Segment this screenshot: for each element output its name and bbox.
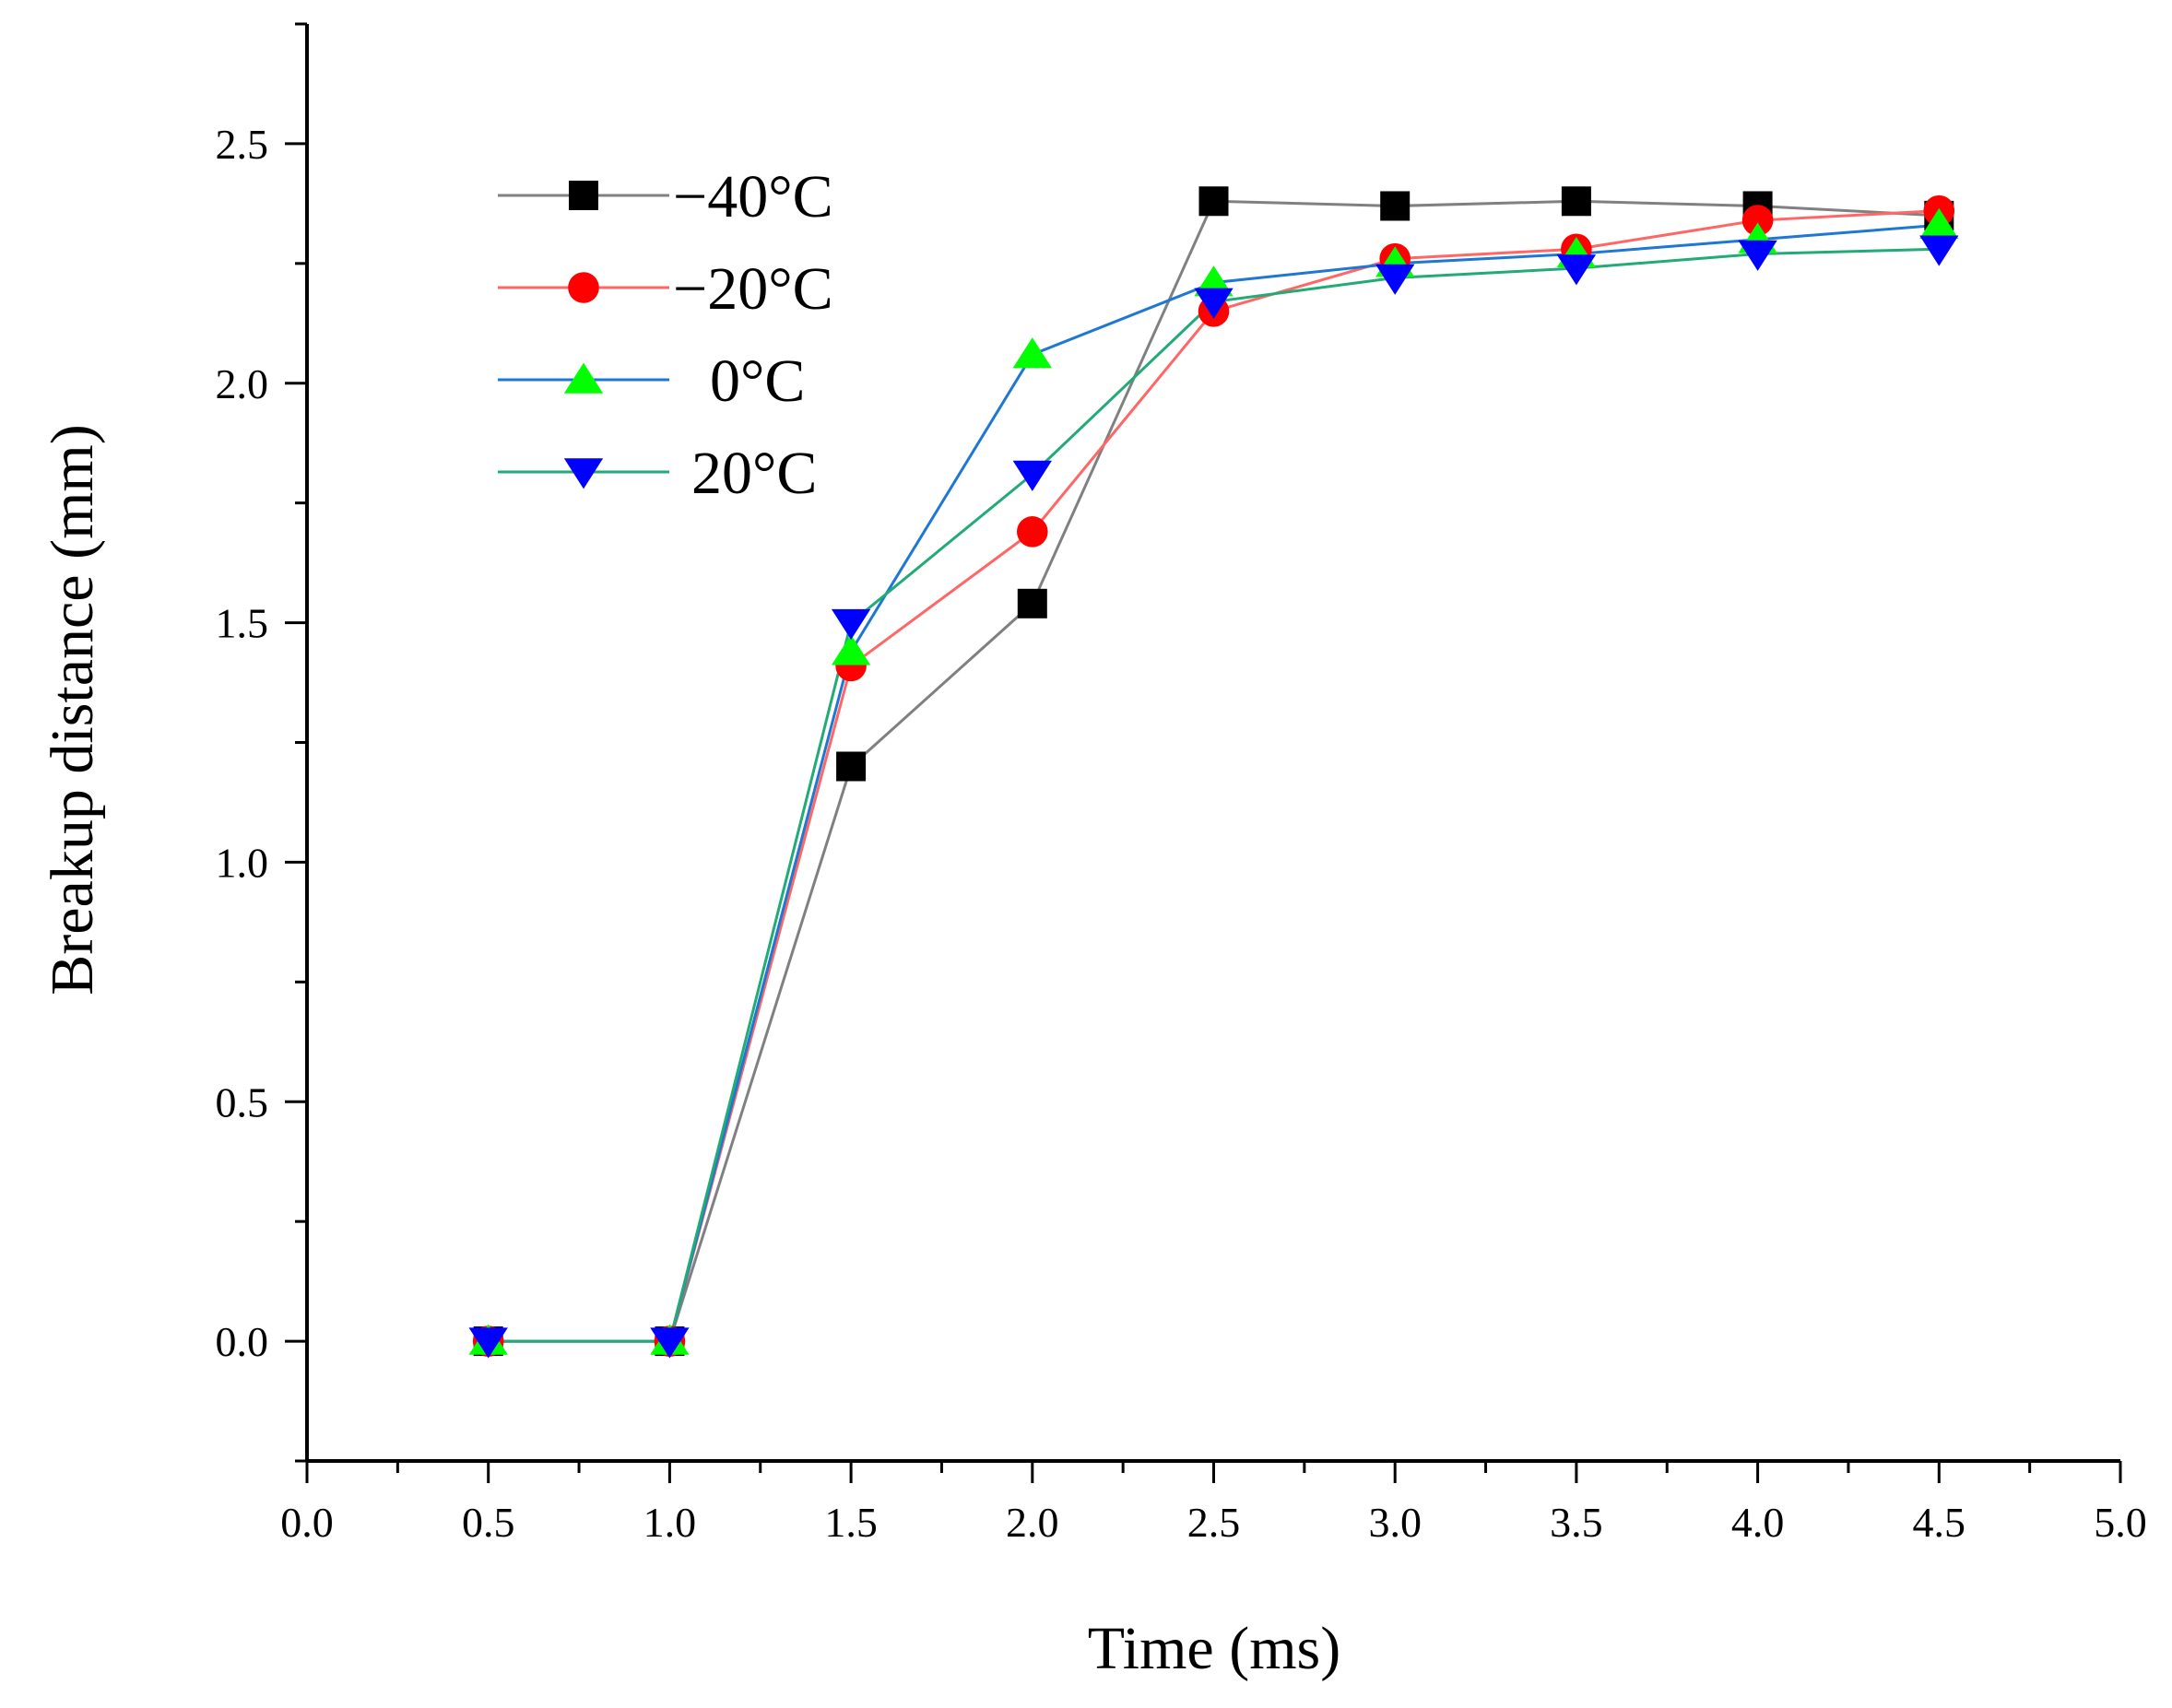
y-tick-label: 2.5 [216,121,269,168]
data-point [468,1327,508,1359]
x-tick-label: 2.0 [1006,1499,1059,1546]
data-point [1741,205,1774,236]
data-point [1198,186,1229,217]
legend-label: 20°C [691,440,817,507]
data-point [1375,264,1415,295]
y-tick-label: 2.0 [216,360,269,407]
x-tick-label: 2.5 [1187,1499,1241,1546]
x-tick-label: 4.5 [1913,1499,1966,1546]
data-point [1919,235,1959,266]
x-tick-label: 1.0 [643,1499,697,1546]
x-tick-label: 5.0 [2094,1499,2147,1546]
data-point [650,1327,690,1359]
data-point [1919,207,1959,239]
series-line [488,209,1940,1343]
y-tick-label: 1.0 [216,839,269,886]
legend-label: 0°C [710,347,805,415]
x-axis-title: Time (ms) [1088,1615,1340,1682]
series-line [488,199,1940,1343]
data-point [1012,337,1052,369]
data-point [1017,516,1048,548]
series-line [488,223,1940,1343]
data-point [831,634,871,666]
y-tick-label: 0.5 [216,1078,269,1125]
y-axis-title: Breakup distance (mm) [39,424,106,995]
data-point [831,608,871,640]
legend-marker [569,181,598,210]
series-line [488,247,1940,1343]
x-tick-label: 1.5 [824,1499,878,1546]
data-point [1017,588,1047,618]
data-point [1561,186,1591,217]
data-point [1380,191,1411,221]
data-point [836,751,867,782]
y-tick-label: 0.0 [216,1318,269,1365]
plot-lines [488,199,1940,1343]
legend: −40°C −20°C 0°C 20°C [498,163,833,507]
axes: 0.0 0.5 1.0 1.5 2.0 2.5 3.0 3.5 4.0 4.5 5.0 0.0 0.5 1… [216,22,2147,1546]
data-point [1194,288,1234,319]
legend-label: −20°C [673,255,833,323]
x-tick-label: 3.0 [1368,1499,1422,1546]
legend-marker [568,272,599,303]
plot-markers [468,186,1959,1359]
x-tick-label: 0.5 [462,1499,515,1546]
x-tick-label: 3.5 [1550,1499,1603,1546]
legend-label: −40°C [673,163,833,230]
data-point [1738,240,1777,271]
data-point [1556,254,1597,286]
y-tick-label: 1.5 [216,600,269,647]
legend-marker [563,458,604,489]
data-point [1012,460,1052,491]
legend-marker [563,362,604,394]
x-tick-label: 4.0 [1731,1499,1785,1546]
x-tick-label: 0.0 [280,1499,334,1546]
